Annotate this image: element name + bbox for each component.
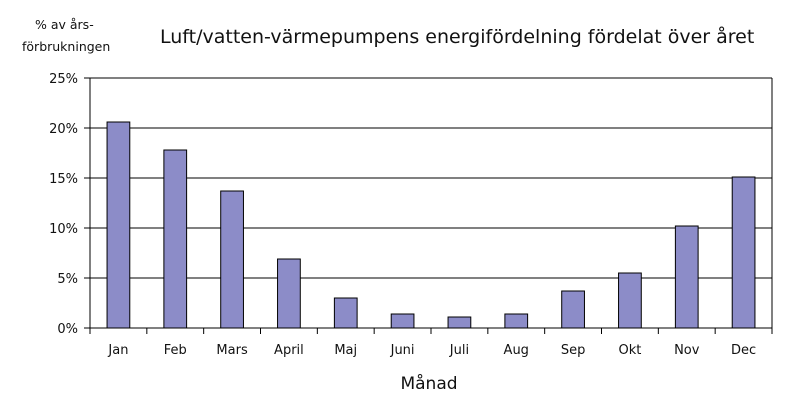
gridlines bbox=[90, 77, 772, 279]
bar-april bbox=[277, 258, 301, 329]
bars bbox=[106, 121, 756, 329]
x-tick-label: Okt bbox=[618, 343, 641, 358]
x-tick-label: April bbox=[274, 343, 304, 358]
bar-aug bbox=[504, 313, 529, 329]
y-axis-label-line-2: förbrukningen bbox=[22, 39, 110, 54]
x-tick-label: Juni bbox=[390, 343, 415, 358]
x-tick-label: Aug bbox=[504, 343, 529, 358]
bar-maj bbox=[333, 297, 358, 329]
x-axis-ticks: Jan Feb Mars April Maj Juni Juli Aug Sep Okt Nov De… bbox=[89, 328, 773, 358]
bar-mars bbox=[220, 190, 244, 329]
bar-juli bbox=[447, 316, 472, 329]
bar-jan bbox=[106, 121, 131, 329]
x-tick-label: Nov bbox=[674, 343, 700, 358]
x-tick-label: Sep bbox=[561, 343, 586, 358]
y-tick-label: 0% bbox=[57, 322, 78, 337]
bar-nov bbox=[674, 225, 699, 329]
x-axis-label: Månad bbox=[400, 373, 457, 394]
y-axis-label-line-1: % av års- bbox=[35, 17, 94, 32]
bar-sep bbox=[561, 290, 585, 329]
bar-okt bbox=[618, 272, 642, 329]
x-tick-label: Jan bbox=[107, 343, 128, 358]
x-tick-label: Maj bbox=[334, 343, 357, 358]
y-tick-label: 15% bbox=[49, 172, 78, 187]
y-tick-label: 10% bbox=[49, 222, 78, 237]
bar-dec bbox=[731, 176, 756, 329]
y-tick-label: 5% bbox=[57, 272, 78, 287]
x-tick-label: Mars bbox=[216, 343, 248, 358]
y-axis-ticks: 0% 5% 10% 15% 20% 25% bbox=[49, 72, 90, 337]
x-tick-label: Juli bbox=[449, 343, 469, 358]
y-tick-label: 25% bbox=[49, 72, 78, 87]
x-tick-label: Feb bbox=[164, 343, 187, 358]
x-tick-label: Dec bbox=[731, 343, 756, 358]
bar-juni bbox=[390, 313, 415, 329]
chart-title: Luft/vatten-värmepumpens energifördelnin… bbox=[160, 25, 754, 48]
bar-feb bbox=[163, 149, 188, 329]
y-tick-label: 20% bbox=[49, 122, 78, 137]
